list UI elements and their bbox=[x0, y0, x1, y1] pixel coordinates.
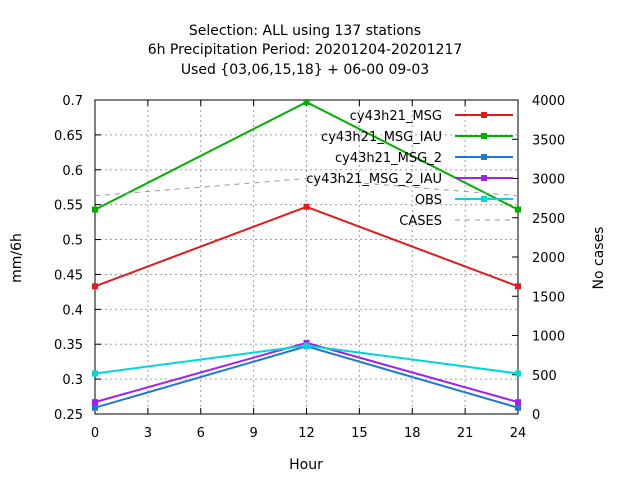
y2-tick-label: 2000 bbox=[532, 251, 565, 266]
y2-tick-label: 3000 bbox=[532, 173, 565, 188]
x-tick-label: 21 bbox=[457, 426, 474, 441]
legend: cy43h21_MSG cy43h21_MSG_IAU cy43h21_MSG_2c… bbox=[306, 109, 513, 229]
data-point-cy43h21-msg bbox=[303, 203, 310, 210]
y-tick-label: 0.4 bbox=[62, 303, 83, 318]
data-series bbox=[92, 99, 521, 411]
y-tick-label: 0.5 bbox=[62, 234, 83, 249]
legend-marker-cy43h21-msg-2-iau bbox=[481, 175, 487, 181]
grid-lines bbox=[95, 100, 518, 414]
series-line-obs bbox=[94, 344, 519, 375]
y-tick-label: 0.3 bbox=[62, 373, 83, 388]
data-point-cy43h21-msg-iau bbox=[303, 99, 310, 106]
x-axis-ticks: 0 3 6 9 12 15 18 21 24 bbox=[91, 100, 526, 441]
y2-axis-label: No cases bbox=[591, 227, 607, 290]
data-point-obs bbox=[515, 370, 521, 377]
y2-tick-label: 500 bbox=[532, 369, 557, 384]
data-point-cy43h21-msg-2-iau bbox=[515, 399, 521, 406]
data-point-cy43h21-msg-2 bbox=[92, 404, 98, 411]
legend-label-cy43h21-msg: cy43h21_MSG bbox=[350, 109, 442, 124]
legend-marker-cy43h21-msg bbox=[481, 112, 487, 118]
y2-tick-label: 0 bbox=[532, 408, 540, 423]
y-tick-label: 0.25 bbox=[54, 408, 83, 423]
y2-tick-label: 3500 bbox=[532, 133, 565, 148]
y-axis-ticks: 0.25 0.3 0.35 0.4 0.45 0.5 0.55 0.6 0.65 0.7 bbox=[54, 94, 101, 423]
y-tick-label: 0.65 bbox=[54, 129, 83, 144]
data-point-cy43h21-msg-iau bbox=[92, 206, 98, 213]
data-point-cy43h21-msg-2 bbox=[515, 404, 521, 411]
y2-tick-label: 1500 bbox=[532, 290, 565, 305]
y2-tick-label: 4000 bbox=[532, 94, 565, 109]
chart-title: Selection: ALL using 137 stations 6h Pre… bbox=[148, 23, 463, 78]
x-tick-label: 18 bbox=[404, 426, 421, 441]
title-line-3: Used {03,06,15,18} + 06-00 09-03 bbox=[181, 62, 429, 78]
x-tick-label: 12 bbox=[298, 426, 315, 441]
y2-tick-label: 2500 bbox=[532, 212, 565, 227]
legend-label-cy43h21-msg-iau: cy43h21_MSG_IAU bbox=[321, 130, 442, 145]
data-point-cy43h21-msg-2-iau bbox=[92, 399, 98, 406]
x-axis-label: Hour bbox=[289, 457, 323, 473]
legend-label-cases: CASES bbox=[399, 214, 442, 229]
title-line-2: 6h Precipitation Period: 20201204-202012… bbox=[148, 42, 463, 58]
y-tick-label: 0.55 bbox=[54, 199, 83, 214]
y-tick-label: 0.7 bbox=[62, 94, 83, 109]
y2-axis-ticks: 0 500 1000 1500 2000 2500 3000 3500 4000 bbox=[512, 94, 565, 423]
legend-label-cy43h21-msg-2: cy43h21_MSG_2 bbox=[335, 151, 442, 166]
series-line-cases bbox=[94, 177, 519, 197]
legend-marker-obs bbox=[481, 196, 487, 202]
y-tick-label: 0.6 bbox=[62, 164, 83, 179]
legend-marker-cy43h21-msg-2 bbox=[481, 154, 487, 160]
y-tick-label: 0.35 bbox=[54, 338, 83, 353]
y-tick-label: 0.45 bbox=[54, 268, 83, 283]
x-tick-label: 15 bbox=[351, 426, 368, 441]
x-tick-label: 6 bbox=[197, 426, 205, 441]
x-tick-label: 0 bbox=[91, 426, 99, 441]
legend-label-obs: OBS bbox=[415, 193, 442, 208]
data-point-cy43h21-msg bbox=[92, 283, 98, 290]
data-point-obs bbox=[303, 342, 310, 349]
x-tick-label: 24 bbox=[510, 426, 527, 441]
data-point-obs bbox=[92, 370, 98, 377]
data-point-cy43h21-msg bbox=[515, 283, 521, 290]
y2-tick-label: 1000 bbox=[532, 330, 565, 345]
data-point-cy43h21-msg-iau bbox=[515, 206, 521, 213]
title-line-1: Selection: ALL using 137 stations bbox=[189, 23, 421, 39]
x-tick-label: 3 bbox=[144, 426, 152, 441]
legend-label-cy43h21-msg-2-iau: cy43h21_MSG_2_IAU bbox=[306, 172, 442, 187]
y-axis-label: mm/6h bbox=[9, 233, 25, 283]
x-tick-label: 9 bbox=[249, 426, 257, 441]
legend-marker-cy43h21-msg-iau bbox=[481, 133, 487, 139]
